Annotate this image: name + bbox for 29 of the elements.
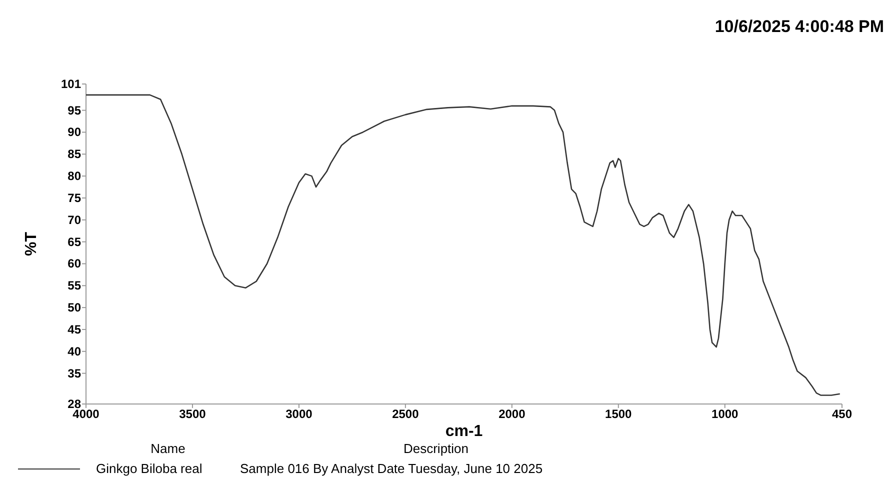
text: Description bbox=[403, 441, 469, 456]
y-axis-title: %T bbox=[23, 232, 40, 256]
x-tick-label: 2000 bbox=[498, 407, 526, 421]
y-tick-label: 80 bbox=[68, 169, 82, 184]
x-tick-label: 1500 bbox=[605, 407, 632, 421]
y-tick-label: 95 bbox=[68, 103, 82, 118]
x-tick-label: 3000 bbox=[286, 407, 313, 421]
y-tick-label: 50 bbox=[68, 300, 82, 315]
y-tick-label: 101 bbox=[60, 77, 82, 91]
chart-title: 10/6/2025 4:00:48 PM bbox=[714, 17, 884, 36]
y-tick-label: 90 bbox=[68, 125, 82, 140]
y-tick-label: 85 bbox=[68, 147, 82, 162]
x-tick-label: 1000 bbox=[712, 407, 739, 421]
x-tick-label: 2500 bbox=[392, 407, 420, 421]
y-tick-label: 60 bbox=[68, 256, 82, 271]
x-tick-label: 3500 bbox=[179, 407, 206, 421]
y-tick-label: 35 bbox=[68, 366, 82, 380]
x-axis-title: cm-1 bbox=[445, 423, 483, 440]
line-series bbox=[85, 94, 841, 396]
legend-label: Ginkgo Biloba real bbox=[96, 461, 202, 476]
y-tick-label: 70 bbox=[68, 212, 82, 227]
y-tick-label: 75 bbox=[68, 190, 82, 205]
y-tick-label: 40 bbox=[68, 344, 82, 358]
text: Sample 016 By Analyst Date Tuesday, June 10 2025 bbox=[240, 461, 543, 476]
legend-title: Name bbox=[150, 441, 186, 456]
y-tick-label: 65 bbox=[68, 234, 82, 249]
x-tick-label: 450 bbox=[832, 407, 852, 421]
y-tick-label: 55 bbox=[68, 278, 82, 293]
y-tick-label: 45 bbox=[68, 322, 82, 336]
